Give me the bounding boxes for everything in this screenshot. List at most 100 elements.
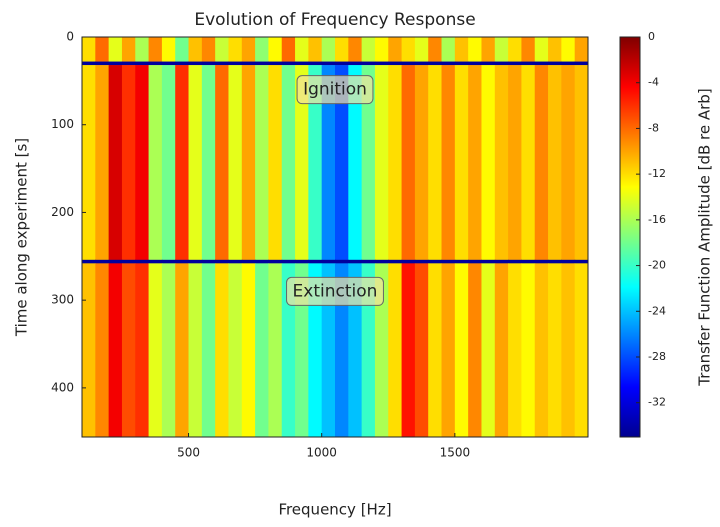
- heat-cell: [374, 263, 389, 438]
- heat-cell: [148, 259, 163, 264]
- heat-cell: [441, 259, 456, 264]
- heat-cell: [82, 259, 96, 264]
- heat-cell: [494, 37, 509, 62]
- heat-cell: [175, 37, 190, 62]
- heat-cell: [534, 61, 549, 66]
- colorbar-tick-label: -16: [648, 213, 666, 226]
- heat-cell: [454, 263, 469, 438]
- heat-cell: [508, 259, 522, 264]
- heat-cell: [268, 263, 283, 438]
- y-tick-label: 400: [51, 380, 74, 394]
- heat-cell: [374, 259, 389, 264]
- heat-cell: [95, 65, 110, 261]
- heat-cell: [215, 37, 229, 62]
- heat-cell: [148, 65, 163, 261]
- heat-cell: [574, 65, 589, 261]
- heat-cell: [308, 61, 323, 66]
- heat-cell: [215, 65, 229, 261]
- heat-cell: [548, 61, 562, 66]
- heat-cell: [241, 61, 256, 66]
- heat-cell: [321, 259, 336, 264]
- y-tick-label: 300: [51, 293, 74, 307]
- heat-cell: [388, 65, 403, 261]
- plot-frame: [81, 36, 589, 438]
- heat-cell: [508, 65, 522, 261]
- heat-cell: [281, 61, 296, 66]
- heat-cell: [401, 65, 416, 261]
- heat-cell: [295, 37, 309, 62]
- colorbar-tick-label: -24: [648, 304, 666, 317]
- heat-cell: [255, 61, 269, 66]
- x-tick-label: 1500: [440, 446, 471, 460]
- heat-cell: [121, 65, 136, 261]
- x-tick-label: 500: [177, 446, 200, 460]
- heat-cell: [135, 65, 150, 261]
- heat-cell: [82, 263, 96, 438]
- heat-cell: [95, 61, 110, 66]
- heat-cell: [321, 37, 336, 62]
- heat-cell: [268, 61, 283, 66]
- heat-cell: [441, 65, 456, 261]
- heat-cell: [108, 61, 123, 66]
- heat-cell: [295, 263, 309, 438]
- heat-cell: [161, 259, 176, 264]
- heat-cell: [281, 37, 296, 62]
- heat-cell: [521, 259, 536, 264]
- heat-cell: [348, 263, 363, 438]
- heat-cell: [228, 263, 243, 438]
- heat-cell: [108, 65, 123, 261]
- heat-cell: [121, 263, 136, 438]
- heat-cell: [201, 61, 216, 66]
- heat-cell: [561, 65, 576, 261]
- heat-cell: [561, 263, 576, 438]
- heat-cell: [508, 37, 522, 62]
- heat-cell: [308, 263, 323, 438]
- heat-cell: [454, 65, 469, 261]
- annotation: Ignition: [303, 80, 367, 100]
- heat-cell: [255, 259, 269, 264]
- heat-cell: [494, 259, 509, 264]
- heat-cell: [401, 259, 416, 264]
- heat-cell: [241, 263, 256, 438]
- heat-cell: [335, 65, 349, 261]
- heat-cell: [574, 263, 589, 438]
- annotation-box: [296, 75, 374, 105]
- heat-cell: [82, 65, 96, 261]
- heat-cell: [188, 61, 203, 66]
- heat-cell: [241, 37, 256, 62]
- heat-cell: [281, 65, 296, 261]
- heat-cell: [175, 259, 190, 264]
- heat-cell: [95, 259, 110, 264]
- heat-cell: [215, 61, 229, 66]
- colorbar-tick-label: -4: [648, 76, 659, 89]
- heat-cell: [361, 61, 376, 66]
- y-tick-label: 200: [51, 205, 74, 219]
- heat-cell: [494, 65, 509, 261]
- heat-cell: [348, 61, 363, 66]
- colorbar-label: Transfer Function Amplitude [dB re Arb]: [696, 88, 714, 386]
- heat-cell: [508, 61, 522, 66]
- heat-cell: [468, 263, 482, 438]
- heat-cell: [374, 37, 389, 62]
- heat-cell: [521, 37, 536, 62]
- colorbar-tick-label: -28: [648, 350, 666, 363]
- chart-title: Evolution of Frequency Response: [194, 10, 475, 30]
- heat-cell: [95, 37, 110, 62]
- heat-cell: [135, 37, 150, 62]
- heat-cell: [228, 259, 243, 264]
- heat-cell: [348, 259, 363, 264]
- heat-cell: [188, 65, 203, 261]
- heat-cell: [494, 263, 509, 438]
- heat-cell: [82, 61, 96, 66]
- heat-cell: [295, 65, 309, 261]
- heat-cell: [121, 37, 136, 62]
- heat-cell: [335, 259, 349, 264]
- heat-cell: [401, 61, 416, 66]
- heat-cell: [548, 37, 562, 62]
- heat-cell: [388, 37, 403, 62]
- heat-cell: [414, 65, 429, 261]
- heat-cell: [188, 263, 203, 438]
- heat-cell: [201, 65, 216, 261]
- annotation-box: [286, 276, 384, 306]
- heat-cell: [401, 263, 416, 438]
